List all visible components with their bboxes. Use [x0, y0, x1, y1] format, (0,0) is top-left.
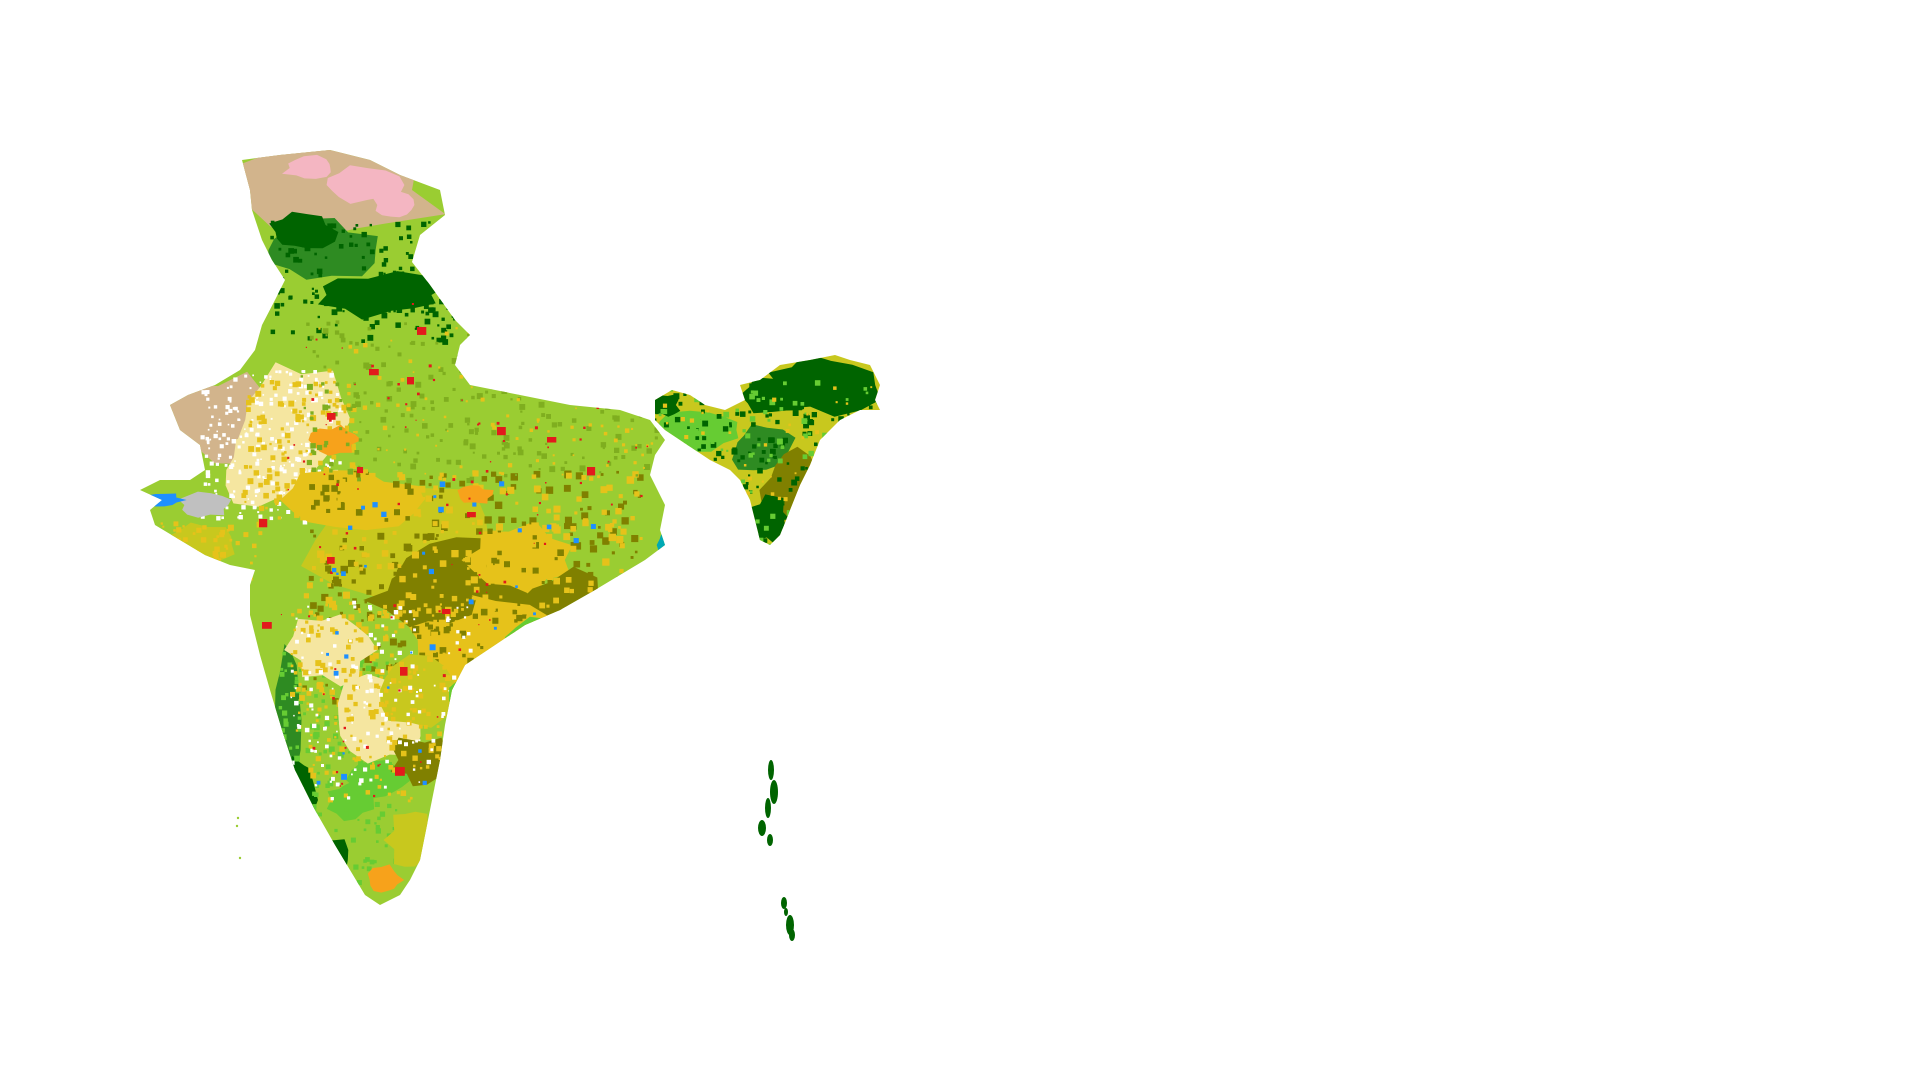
island-dot [236, 816, 240, 820]
rann-salt-flat [178, 491, 232, 518]
island [770, 780, 778, 804]
lakshadweep-islands [235, 816, 242, 860]
deccan-speckle [290, 600, 474, 802]
island [758, 820, 766, 836]
island [781, 897, 787, 909]
island [765, 798, 771, 818]
kerala-forest [310, 839, 349, 882]
deccan-sparse-vegetation [284, 614, 378, 687]
east-coast-grassland [448, 678, 510, 723]
island [789, 929, 795, 941]
island [768, 760, 774, 780]
mainland-india [140, 150, 665, 905]
northeast-india [655, 355, 880, 545]
snow-ice-patch [282, 154, 331, 179]
island [784, 908, 788, 916]
orange-patch [457, 485, 494, 504]
tamil-nadu-cropland [383, 811, 432, 867]
island-dot [235, 824, 239, 828]
himalayan-forest [269, 211, 339, 249]
andaman-nicobar-islands [758, 760, 795, 941]
island-dot [238, 856, 242, 860]
mizoram-forest [748, 494, 791, 544]
island [767, 834, 773, 846]
snow-ice-patch [373, 190, 415, 218]
central-shrubland [461, 520, 573, 596]
mp-shrubland [280, 470, 425, 531]
tamil-nadu-orange [367, 864, 405, 893]
